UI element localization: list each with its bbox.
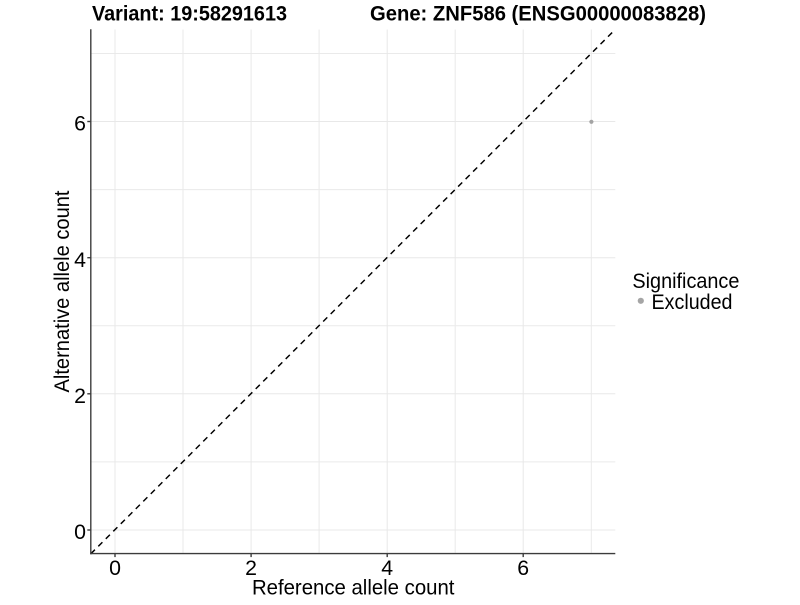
svg-text:4: 4 — [74, 248, 86, 272]
svg-text:Significance: Significance — [632, 270, 739, 293]
svg-text:6: 6 — [517, 556, 529, 580]
svg-text:4: 4 — [381, 556, 393, 580]
svg-text:Excluded: Excluded — [652, 291, 733, 314]
svg-text:Variant: 19:58291613: Variant: 19:58291613 — [92, 2, 287, 26]
svg-text:2: 2 — [74, 384, 86, 408]
svg-text:Reference allele count: Reference allele count — [252, 576, 455, 599]
svg-text:0: 0 — [109, 556, 121, 580]
svg-text:Gene: ZNF586 (ENSG00000083828): Gene: ZNF586 (ENSG00000083828) — [370, 2, 706, 26]
svg-text:2: 2 — [245, 556, 257, 580]
svg-text:0: 0 — [74, 520, 86, 544]
svg-text:Alternative allele count: Alternative allele count — [51, 190, 74, 392]
svg-text:6: 6 — [74, 112, 86, 136]
